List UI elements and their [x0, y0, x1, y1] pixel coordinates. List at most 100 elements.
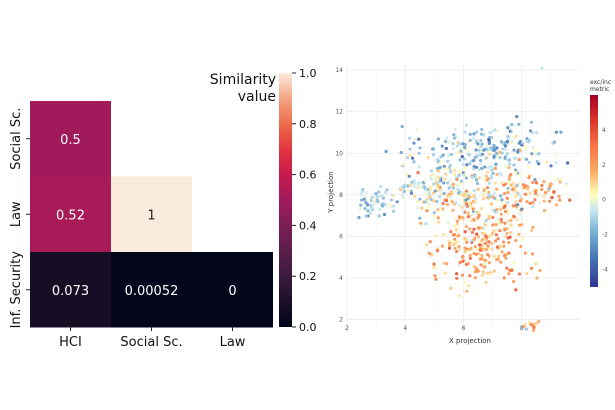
scatter-point: [366, 209, 370, 213]
scatter-point: [489, 136, 494, 140]
scatter-point: [445, 181, 450, 185]
scatter-point: [490, 246, 495, 250]
scatter-point: [445, 136, 449, 140]
scatter-point: [443, 140, 448, 144]
scatter-chart: 2 4 6 8 2 4 6 8 10 12 14 X projection Y projection…: [327, 66, 611, 345]
scatter-point: [435, 158, 439, 162]
scatter-point: [504, 256, 508, 260]
scatter-point: [473, 200, 477, 204]
scatter-point: [484, 156, 488, 160]
scatter-point: [559, 130, 563, 134]
scatter-point: [476, 216, 480, 220]
scatter-point: [493, 228, 498, 233]
x-tick-label: 4: [403, 325, 407, 332]
scatter-point: [468, 191, 472, 196]
scatter-point: [495, 172, 499, 177]
scatter-point: [423, 200, 427, 204]
scatter-point: [503, 221, 507, 225]
scatter-point: [464, 123, 469, 127]
scatter-point: [538, 268, 542, 273]
scatter-point: [392, 204, 396, 208]
scatter-point: [533, 198, 537, 202]
scatter-point: [511, 204, 515, 208]
scatter-point: [442, 181, 446, 185]
scatter-point: [494, 151, 499, 156]
scatter-point: [440, 244, 445, 248]
scatter-point: [432, 182, 436, 186]
scatter-point: [434, 266, 439, 271]
scatter-point: [465, 250, 469, 254]
scatter-point: [501, 240, 506, 244]
scatter-point: [527, 176, 531, 180]
scatter-point: [568, 198, 572, 202]
scatter-point: [531, 328, 536, 332]
heatmap-cell: [30, 176, 111, 252]
heatmap-row-label: Social Sc.: [9, 108, 24, 170]
scatter-point: [543, 191, 548, 195]
scatter-point: [522, 186, 526, 190]
scatter-point: [359, 203, 363, 207]
scatter-point: [439, 155, 443, 159]
scatter-point: [497, 171, 502, 175]
scatter-point: [534, 321, 538, 326]
scatter-point: [502, 191, 507, 196]
scatter-point: [502, 253, 507, 258]
scatter-point: [479, 148, 483, 152]
scatter-point: [517, 272, 522, 276]
heatmap-cell-label: 1: [147, 208, 155, 223]
scatter-point: [445, 203, 450, 207]
scatter-point: [468, 195, 472, 199]
scatter-point: [509, 172, 513, 177]
scatter-point: [493, 181, 498, 185]
scatter-point: [492, 143, 496, 148]
scatter-point: [548, 182, 553, 186]
scatter-point: [470, 213, 474, 217]
scatter-point: [432, 214, 437, 218]
scatter-point: [455, 177, 459, 181]
scatter-point: [457, 150, 462, 155]
scatter-point: [523, 251, 527, 255]
scatter-point: [467, 202, 472, 207]
scatter-point: [440, 144, 444, 148]
scatter-point: [524, 157, 529, 161]
scatter-point: [528, 320, 532, 324]
scatter-point: [491, 195, 495, 199]
scatter-point: [371, 203, 375, 208]
scatter-point: [370, 195, 374, 199]
scatter-point: [466, 152, 470, 156]
scatter-point: [520, 141, 525, 145]
scatter-point: [517, 232, 521, 236]
scatter-point: [447, 244, 452, 248]
scatter-point: [463, 130, 467, 134]
scatter-point: [425, 243, 429, 247]
scatter-point: [438, 166, 442, 170]
scatter-point: [492, 154, 496, 158]
scatter-point: [549, 164, 553, 168]
scatter-point: [451, 141, 455, 146]
scatter-point: [481, 192, 485, 197]
colorbar-tick-label: 0.0: [299, 321, 317, 334]
scatter-point: [364, 200, 368, 205]
scatter-point: [515, 115, 519, 119]
scatter-point: [466, 215, 470, 219]
heatmap-cell-label: 0.00052: [125, 284, 179, 299]
scatter-point: [482, 197, 486, 201]
heatmap-column-labels: HCI Social Sc. Law: [59, 327, 246, 350]
scatter-point: [460, 154, 464, 159]
scatter-point: [487, 192, 491, 197]
scatter-point: [521, 236, 525, 241]
scatter-point: [418, 197, 422, 201]
scatter-point: [360, 198, 364, 202]
scatter-point: [408, 183, 412, 187]
scatter-point: [459, 170, 463, 174]
scatter-point: [477, 168, 482, 172]
scatter-point: [505, 226, 510, 231]
heatmap-row-label: Law: [9, 201, 24, 227]
scatter-point: [484, 212, 488, 217]
scatter-point: [477, 253, 481, 258]
scatter-point: [441, 232, 446, 236]
scatter-point: [408, 136, 412, 140]
heatmap-cell-label: 0.073: [52, 284, 89, 299]
heatmap-cell-label: 0: [228, 284, 236, 299]
scatter-point: [408, 147, 412, 151]
